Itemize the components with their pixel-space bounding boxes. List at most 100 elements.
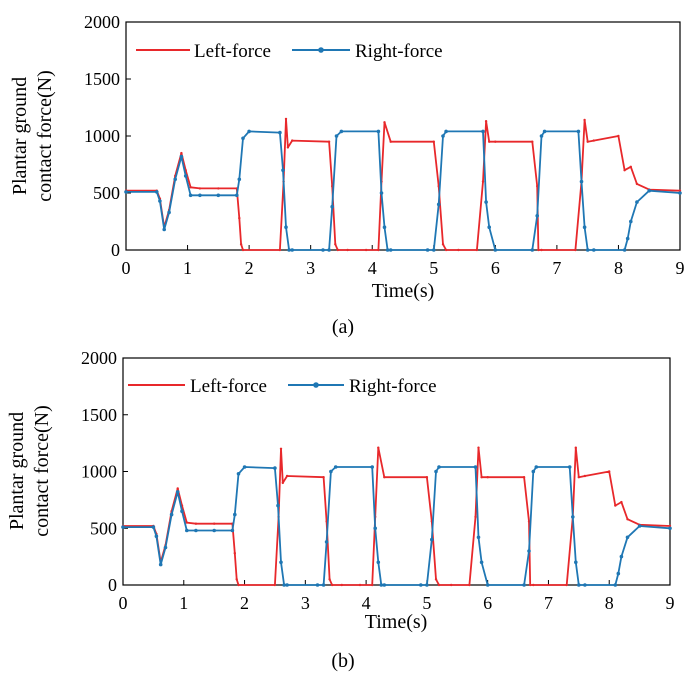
y-tick-label: 500 xyxy=(93,183,120,203)
data-point-right-force xyxy=(527,549,531,553)
data-point-right-force xyxy=(237,177,242,182)
data-point-right-force xyxy=(216,193,221,198)
x-tick-label: 4 xyxy=(362,593,371,613)
data-point-right-force xyxy=(647,188,651,193)
data-point-left-force xyxy=(364,248,368,252)
series-line-right-force xyxy=(126,130,681,251)
y-tick-label: 500 xyxy=(90,518,117,538)
data-point-right-force xyxy=(444,129,448,134)
x-tick-label: 9 xyxy=(666,593,675,613)
data-point-right-force xyxy=(613,583,618,587)
data-point-right-force xyxy=(434,469,438,474)
data-point-left-force xyxy=(198,187,202,190)
data-point-right-force xyxy=(212,528,216,533)
data-point-left-force xyxy=(617,134,620,138)
data-point-left-force xyxy=(620,500,623,504)
data-point-left-force xyxy=(586,140,589,143)
y-axis-label-line2: contact force(N) xyxy=(31,405,53,537)
data-point-right-force xyxy=(235,193,239,198)
data-point-left-force xyxy=(635,182,639,186)
data-point-left-force xyxy=(241,248,245,252)
data-point-right-force xyxy=(154,534,159,538)
y-tick-label: 2000 xyxy=(84,12,120,32)
data-point-left-force xyxy=(237,583,240,587)
x-axis-label: Time(s) xyxy=(365,611,428,633)
data-point-left-force xyxy=(389,140,392,143)
data-point-right-force xyxy=(273,466,277,470)
x-tick-label: 0 xyxy=(119,593,128,613)
data-point-left-force xyxy=(291,139,294,142)
data-point-left-force xyxy=(327,140,331,143)
data-point-right-force xyxy=(379,583,384,587)
data-point-left-force xyxy=(540,248,543,252)
data-point-left-force xyxy=(614,504,617,507)
x-tick-labels: 0 1 2 3 4 5 6 7 8 9 xyxy=(122,245,685,278)
data-point-right-force xyxy=(290,248,295,252)
data-point-right-force xyxy=(281,168,285,172)
data-point-right-force xyxy=(542,129,547,134)
y-axis-label-line1: Plantar ground xyxy=(6,412,28,530)
x-tick-label: 3 xyxy=(306,258,315,278)
data-point-left-force xyxy=(322,476,325,479)
data-point-right-force xyxy=(155,190,159,194)
legend-label-right: Right-force xyxy=(349,376,437,397)
data-point-left-force xyxy=(468,583,471,587)
data-point-right-force xyxy=(576,129,581,134)
data-point-right-force xyxy=(278,130,282,135)
data-point-left-force xyxy=(488,140,491,143)
data-point-left-force xyxy=(383,121,386,124)
data-point-right-force xyxy=(241,136,245,141)
data-point-left-force xyxy=(180,151,183,155)
data-point-right-force xyxy=(441,134,445,138)
x-tick-label: 4 xyxy=(368,258,377,278)
data-point-left-force xyxy=(484,120,488,123)
y-axis-label-line1: Plantar ground xyxy=(9,77,31,195)
data-point-left-force xyxy=(450,583,453,587)
data-point-right-force xyxy=(668,526,672,531)
data-point-left-force xyxy=(217,187,220,190)
x-tick-label: 6 xyxy=(491,258,500,278)
data-point-right-force xyxy=(530,248,535,252)
data-point-right-force xyxy=(382,583,387,587)
data-point-right-force xyxy=(522,583,526,587)
data-point-left-force xyxy=(565,583,568,587)
series-line-right-force xyxy=(123,466,671,586)
data-point-right-force xyxy=(179,154,184,159)
x-tick-label: 8 xyxy=(614,258,623,278)
legend: Left-force Right-force xyxy=(128,376,437,397)
data-point-right-force xyxy=(327,248,331,252)
data-point-right-force xyxy=(276,503,280,508)
data-point-left-force xyxy=(238,216,241,220)
data-point-left-force xyxy=(494,140,497,143)
data-point-right-force xyxy=(194,528,198,533)
series-line-left-force xyxy=(123,446,671,586)
panel-caption: (b) xyxy=(331,650,354,672)
data-point-right-force xyxy=(571,515,575,519)
data-point-right-force xyxy=(334,134,339,138)
data-point-right-force xyxy=(484,200,488,204)
data-point-right-force xyxy=(574,560,578,565)
data-point-right-force xyxy=(535,214,539,218)
data-point-right-force xyxy=(430,537,434,542)
data-point-left-force xyxy=(334,243,337,246)
legend-label-left: Left-force xyxy=(190,376,267,397)
data-point-right-force xyxy=(577,583,581,587)
data-point-right-force xyxy=(198,193,202,198)
data-point-right-force xyxy=(432,248,436,252)
x-tick-label: 7 xyxy=(544,593,553,613)
data-point-right-force xyxy=(678,191,682,195)
data-point-left-force xyxy=(532,583,535,587)
data-point-left-force xyxy=(475,248,479,252)
data-point-right-force xyxy=(493,248,498,252)
data-point-right-force xyxy=(339,129,344,134)
data-point-right-force xyxy=(163,545,168,550)
data-point-left-force xyxy=(623,169,626,172)
data-point-left-force xyxy=(577,476,580,479)
x-tick-label: 9 xyxy=(676,258,685,278)
x-tick-label: 7 xyxy=(552,258,561,278)
data-point-right-force xyxy=(329,469,333,474)
data-point-right-force xyxy=(330,204,335,209)
data-point-left-force xyxy=(441,243,445,246)
data-point-right-force xyxy=(282,583,286,587)
